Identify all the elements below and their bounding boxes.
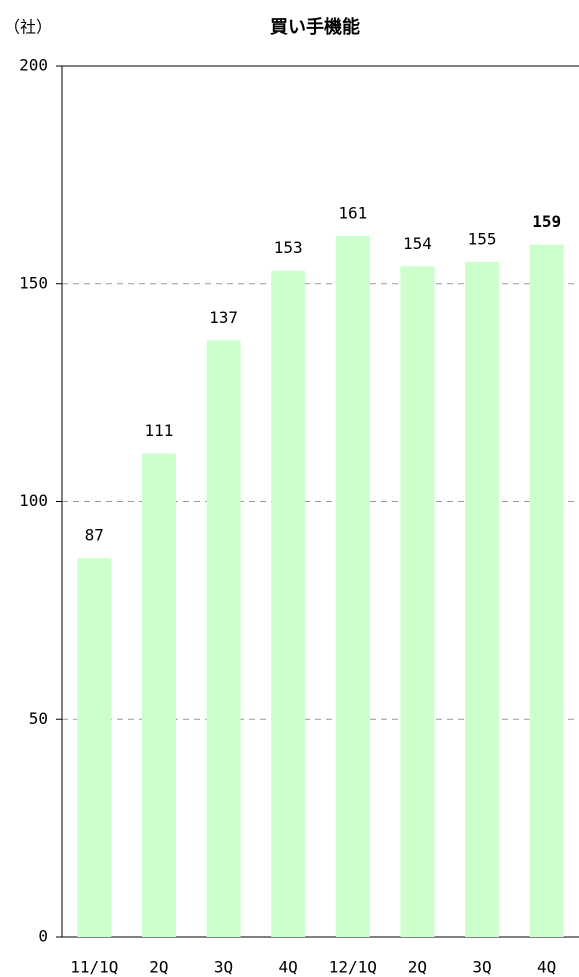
value-label: 155 <box>468 229 497 248</box>
value-label: 154 <box>403 234 432 253</box>
y-tick-label: 0 <box>38 927 48 946</box>
bar <box>529 244 564 937</box>
bar <box>335 235 370 938</box>
x-tick-label: 4Q <box>279 958 298 977</box>
x-tick-label: 2Q <box>408 958 427 977</box>
y-tick-label: 50 <box>29 709 48 728</box>
y-tick-label: 150 <box>19 273 48 292</box>
bar <box>141 453 176 937</box>
value-label: 87 <box>85 526 104 545</box>
chart-title: 買い手機能 <box>270 16 360 38</box>
value-label: 153 <box>274 238 303 257</box>
y-tick-label: 200 <box>19 56 48 75</box>
value-label: 161 <box>338 203 367 222</box>
bar <box>271 270 306 937</box>
y-tick-label: 100 <box>19 491 48 510</box>
value-label: 159 <box>532 212 561 231</box>
x-tick-label: 2Q <box>149 958 168 977</box>
x-tick-label: 3Q <box>472 958 491 977</box>
bar <box>465 261 500 938</box>
bar <box>77 558 112 937</box>
bar <box>206 340 241 937</box>
x-tick-label: 4Q <box>537 958 556 977</box>
value-label: 111 <box>144 421 173 440</box>
y-axis-label: （社） <box>4 18 52 37</box>
value-label: 137 <box>209 308 238 327</box>
bar <box>400 266 435 938</box>
x-tick-label: 12/1Q <box>329 958 377 977</box>
x-tick-label: 3Q <box>214 958 233 977</box>
x-tick-label: 11/1Q <box>70 958 118 977</box>
